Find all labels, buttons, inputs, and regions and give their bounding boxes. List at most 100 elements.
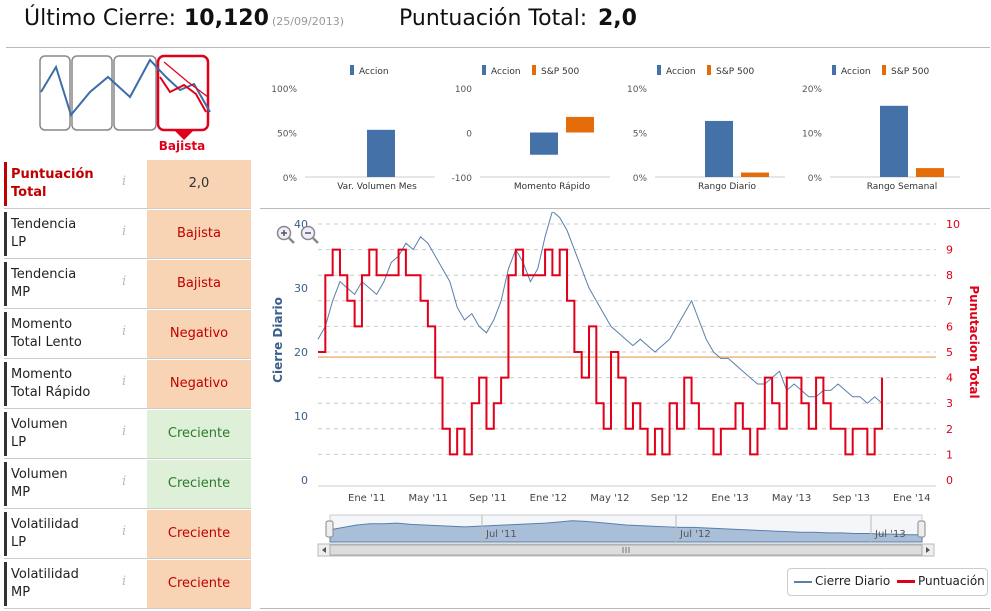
legend-label[interactable]: S&P 500 bbox=[716, 67, 754, 77]
trend-bearish-line bbox=[159, 76, 207, 113]
legend-label[interactable]: Accion bbox=[491, 67, 521, 77]
info-icon[interactable]: i bbox=[122, 374, 127, 389]
x-tick-label: Ene '12 bbox=[530, 493, 567, 504]
y-right-tick-label: 6 bbox=[946, 320, 953, 333]
legend-close-label[interactable]: Cierre Diario bbox=[815, 574, 891, 588]
legend-label[interactable]: Accion bbox=[841, 67, 871, 77]
close-series-line[interactable] bbox=[317, 212, 883, 404]
trend-option-bearish[interactable] bbox=[156, 54, 210, 132]
metric-bar bbox=[4, 462, 7, 506]
last-close-date: (25/09/2013) bbox=[272, 15, 344, 28]
info-icon[interactable]: i bbox=[122, 174, 127, 189]
trend-selector[interactable]: Bajista bbox=[38, 52, 214, 156]
trend-option-flat[interactable] bbox=[113, 55, 157, 131]
metric-value: Bajista bbox=[147, 210, 251, 258]
zoom-in-icon[interactable] bbox=[276, 225, 295, 244]
metric-label-line-1: Volumen bbox=[11, 467, 68, 482]
trend-option-zigzag[interactable] bbox=[71, 55, 113, 131]
bar-chart: 100 0 -100 Accion S&P 500 Momento Rápido bbox=[452, 65, 610, 192]
bar-sp500[interactable] bbox=[741, 172, 769, 177]
y-tick-label: 100% bbox=[271, 85, 297, 95]
info-icon[interactable]: i bbox=[122, 224, 127, 239]
bar-accion[interactable] bbox=[880, 105, 908, 177]
bar-sp500[interactable] bbox=[916, 168, 944, 177]
trend-option-up[interactable] bbox=[39, 55, 71, 131]
x-tick-label: May '11 bbox=[409, 493, 448, 504]
metric-row[interactable]: Momento Total Rápido i Negativo bbox=[4, 360, 251, 409]
legend-label[interactable]: S&P 500 bbox=[541, 67, 579, 77]
y-right-tick-label: 1 bbox=[946, 448, 953, 461]
y-left-axis-title: Cierre Diario bbox=[271, 297, 285, 383]
y-right-tick-label: 10 bbox=[946, 218, 960, 231]
metric-label-line-2: LP bbox=[11, 235, 27, 250]
metric-value: Creciente bbox=[147, 560, 251, 608]
info-icon[interactable]: i bbox=[122, 524, 127, 539]
metric-value: Creciente bbox=[147, 510, 251, 558]
metric-row[interactable]: Volatilidad LP i Creciente bbox=[4, 510, 251, 559]
x-tick-label: May '13 bbox=[772, 493, 811, 504]
legend-swatch bbox=[657, 65, 661, 75]
charts-divider bbox=[260, 208, 990, 209]
bar-accion[interactable] bbox=[367, 129, 395, 177]
x-tick-label: Sep '12 bbox=[651, 493, 689, 504]
info-icon[interactable]: i bbox=[122, 424, 127, 439]
metric-row[interactable]: Tendencia MP i Bajista bbox=[4, 260, 251, 309]
y-tick-label: 0% bbox=[633, 174, 648, 184]
y-tick-label: 100 bbox=[455, 85, 472, 95]
metric-label: Tendencia MP bbox=[11, 266, 121, 302]
y-right-tick-label: 0 bbox=[946, 474, 953, 487]
metric-label-line-2: MP bbox=[11, 285, 31, 300]
x-tick-label: Ene '13 bbox=[711, 493, 748, 504]
metric-label: Volumen MP bbox=[11, 466, 121, 502]
metric-label-line-2: Total bbox=[11, 185, 47, 200]
metric-label-line-2: LP bbox=[11, 535, 27, 550]
y-right-tick-label: 7 bbox=[946, 295, 953, 308]
metric-label-line-1: Volumen bbox=[11, 417, 68, 432]
bar-accion[interactable] bbox=[530, 132, 558, 155]
info-icon[interactable]: i bbox=[122, 274, 127, 289]
zoom-controls bbox=[276, 225, 319, 244]
metric-row[interactable]: Puntuación Total i 2,0 bbox=[4, 160, 251, 209]
legend-label[interactable]: S&P 500 bbox=[891, 67, 929, 77]
metric-value: 2,0 bbox=[147, 160, 251, 208]
bar-charts-panel: 100% 50% 0% Accion Var. Volumen Mes 100 0 -100 A… bbox=[271, 65, 960, 192]
metric-label-line-1: Volatilidad bbox=[11, 567, 79, 582]
navigator-handle-right[interactable] bbox=[917, 520, 926, 538]
legend-close-swatch bbox=[794, 581, 812, 583]
score-series-line[interactable] bbox=[318, 248, 883, 456]
metric-row[interactable]: Volumen LP i Creciente bbox=[4, 410, 251, 459]
last-close-label: Último Cierre: bbox=[24, 6, 177, 31]
metric-bar bbox=[4, 162, 7, 206]
y-tick-label: -100 bbox=[452, 174, 473, 184]
info-icon[interactable]: i bbox=[122, 324, 127, 339]
bar-accion[interactable] bbox=[705, 120, 733, 177]
legend-swatch bbox=[532, 65, 536, 75]
header-divider bbox=[6, 47, 990, 48]
y-tick-label: 0 bbox=[466, 130, 472, 140]
metric-label: Tendencia LP bbox=[11, 216, 121, 252]
info-icon[interactable]: i bbox=[122, 474, 127, 489]
metric-label-line-1: Momento bbox=[11, 317, 73, 332]
metric-row[interactable]: Volatilidad MP i Creciente bbox=[4, 560, 251, 609]
scroll-left-icon[interactable] bbox=[322, 547, 326, 553]
metric-bar bbox=[4, 262, 7, 306]
last-close-value: 10,120 bbox=[184, 6, 269, 31]
metric-label: Volatilidad LP bbox=[11, 516, 121, 552]
metric-row[interactable]: Volumen MP i Creciente bbox=[4, 460, 251, 509]
bar-chart: 10% 5% 0% Accion S&P 500 Rango Diario bbox=[627, 65, 785, 192]
metric-value: Creciente bbox=[147, 410, 251, 458]
legend-label[interactable]: Accion bbox=[666, 67, 696, 77]
bar-sp500[interactable] bbox=[566, 116, 594, 133]
y-tick-label: 10% bbox=[627, 85, 647, 95]
navigator-handle-left[interactable] bbox=[325, 520, 334, 538]
legend-score-label[interactable]: Puntuación bbox=[918, 574, 985, 588]
scroll-right-icon[interactable] bbox=[926, 547, 930, 553]
metric-row[interactable]: Momento Total Lento i Negativo bbox=[4, 310, 251, 359]
info-icon[interactable]: i bbox=[122, 574, 127, 589]
navigator-area bbox=[329, 520, 923, 543]
metric-row[interactable]: Tendencia LP i Bajista bbox=[4, 210, 251, 259]
zoom-out-icon[interactable] bbox=[300, 225, 319, 244]
legend-label[interactable]: Accion bbox=[359, 67, 389, 77]
metric-label: Momento Total Lento bbox=[11, 316, 121, 352]
